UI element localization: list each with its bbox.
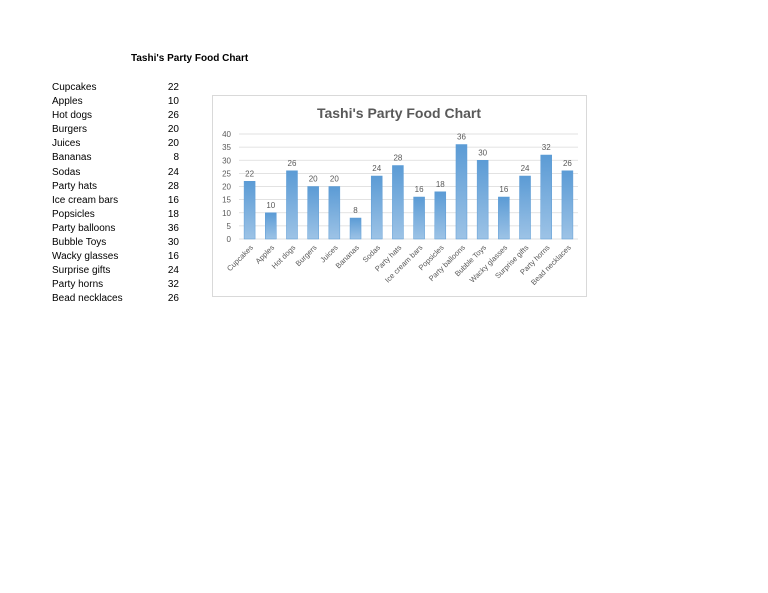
bar[interactable]	[434, 191, 447, 240]
row-label: Burgers	[52, 124, 88, 136]
bar[interactable]	[455, 144, 468, 240]
data-label: 10	[266, 201, 275, 210]
bars	[243, 144, 574, 240]
row-label: Juices	[52, 138, 81, 150]
data-label: 18	[436, 180, 445, 189]
x-tick-label: Burgers	[294, 243, 319, 268]
row-label: Surprise gifts	[52, 265, 111, 277]
bar[interactable]	[349, 217, 362, 240]
data-label: 24	[372, 164, 381, 173]
row-value: 32	[167, 279, 179, 291]
data-label: 24	[521, 164, 530, 173]
y-tick-label: 40	[222, 130, 231, 139]
row-value: 26	[167, 293, 179, 305]
data-label: 30	[478, 148, 487, 157]
bar[interactable]	[328, 186, 341, 240]
x-tick-label: Bananas	[334, 243, 361, 270]
table-row: Bead necklaces 26	[52, 292, 179, 306]
row-label: Bananas	[52, 152, 92, 164]
data-label: 26	[563, 159, 572, 168]
y-tick-label: 15	[222, 196, 231, 205]
row-label: Ice cream bars	[52, 194, 119, 206]
bar[interactable]	[265, 212, 277, 240]
bar[interactable]	[561, 170, 574, 240]
chart[interactable]: Tashi's Party Food Chart 0 5 10 15 20 25 30 35 4…	[212, 95, 587, 297]
y-tick-label: 5	[227, 222, 232, 231]
data-label: 32	[542, 143, 551, 152]
data-label: 26	[288, 159, 297, 168]
row-label: Wacky glasses	[52, 251, 119, 263]
bar[interactable]	[243, 181, 256, 240]
table-row: Party hats 28	[52, 180, 179, 194]
sheet-title: Tashi's Party Food Chart	[131, 53, 249, 64]
data-label: 16	[415, 185, 424, 194]
y-tick-label: 35	[222, 143, 231, 152]
chart-title: Tashi's Party Food Chart	[317, 105, 481, 121]
row-value: 30	[167, 237, 179, 249]
data-label: 22	[245, 169, 254, 178]
bar[interactable]	[476, 160, 489, 240]
bar[interactable]	[540, 154, 552, 240]
x-tick-label: Hot dogs	[270, 243, 298, 271]
y-tick-label: 30	[222, 156, 231, 165]
data-label: 36	[457, 133, 466, 142]
row-value: 16	[167, 251, 179, 263]
table-row: Party horns 32	[52, 278, 179, 292]
table-row: Juices 20	[52, 137, 179, 151]
bar[interactable]	[370, 175, 383, 240]
table-row: Party balloons 36	[52, 222, 179, 236]
table-row: Apples 10	[52, 95, 179, 109]
data-label: 20	[309, 175, 318, 184]
data-label: 28	[393, 154, 402, 163]
bar[interactable]	[307, 186, 319, 240]
row-label: Party balloons	[52, 222, 116, 234]
bar[interactable]	[413, 196, 425, 240]
row-label: Apples	[52, 96, 83, 108]
bar[interactable]	[519, 175, 531, 240]
table-row: Burgers 20	[52, 123, 179, 137]
data-label: 8	[353, 206, 358, 215]
row-label: Party horns	[52, 279, 104, 291]
table-row: Wacky glasses 16	[52, 250, 179, 264]
y-tick-label: 25	[222, 169, 231, 178]
row-label: Popsicles	[52, 208, 95, 220]
row-value: 22	[167, 82, 179, 93]
row-label: Bubble Toys	[52, 237, 107, 249]
data-table: Cupcakes 22 Apples 10 Hot dogs 26 Burgers 20 Jui…	[52, 81, 179, 307]
row-value: 20	[167, 124, 179, 136]
chart-svg: Tashi's Party Food Chart 0 5 10 15 20 25 30 35 4…	[222, 105, 578, 287]
table-row: Bananas 8	[52, 151, 179, 165]
x-tick-label: Cupcakes	[225, 243, 255, 273]
row-label: Bead necklaces	[52, 293, 123, 305]
data-label: 16	[499, 185, 508, 194]
bar[interactable]	[498, 196, 510, 240]
row-label: Party hats	[52, 180, 98, 192]
row-value: 24	[167, 166, 179, 178]
table-row: Popsicles 18	[52, 208, 179, 222]
table-row: Bubble Toys 30	[52, 236, 179, 250]
row-value: 8	[173, 152, 179, 164]
table-row: Sodas 24	[52, 166, 179, 180]
row-value: 26	[167, 110, 179, 122]
y-tick-label: 0	[227, 235, 232, 244]
row-value: 18	[167, 208, 179, 220]
data-label: 20	[330, 175, 339, 184]
row-value: 24	[167, 265, 179, 277]
row-value: 36	[167, 222, 179, 234]
row-value: 28	[167, 180, 179, 192]
table-row: Ice cream bars 16	[52, 194, 179, 208]
row-value: 20	[167, 138, 179, 150]
y-tick-label: 10	[222, 209, 231, 218]
table-row: Hot dogs 26	[52, 109, 179, 123]
row-value: 10	[167, 96, 179, 108]
row-label: Hot dogs	[52, 110, 93, 122]
table-row: Cupcakes 22	[52, 81, 179, 95]
row-value: 16	[167, 194, 179, 206]
y-tick-label: 20	[222, 183, 231, 192]
row-label: Sodas	[52, 166, 81, 178]
row-label: Cupcakes	[52, 82, 97, 93]
bar[interactable]	[392, 165, 404, 240]
bar[interactable]	[286, 170, 298, 240]
table-row: Surprise gifts 24	[52, 264, 179, 278]
